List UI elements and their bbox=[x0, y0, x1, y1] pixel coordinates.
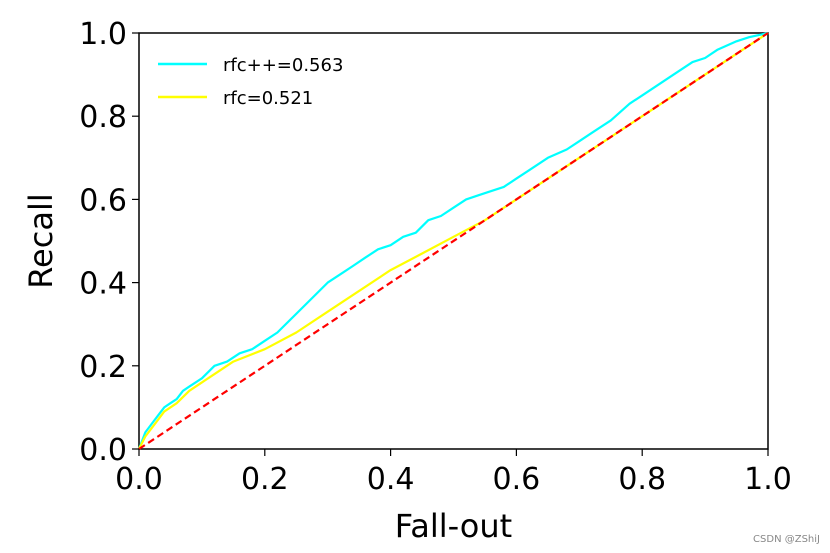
x-tick-label: 0.0 bbox=[115, 462, 163, 497]
x-tick-label: 0.4 bbox=[367, 462, 415, 497]
y-axis-ticks: 0.0 0.2 0.4 0.6 0.8 1.0 bbox=[79, 17, 139, 468]
legend-label-0: rfc++=0.563 bbox=[223, 55, 343, 76]
x-tick-label: 0.2 bbox=[241, 462, 289, 497]
y-tick-label: 0.2 bbox=[79, 350, 127, 385]
x-axis-label: Fall-out bbox=[395, 507, 512, 545]
series-line-2 bbox=[138, 32, 769, 450]
legend-label-1: rfc=0.521 bbox=[223, 88, 313, 109]
y-tick-label: 1.0 bbox=[79, 17, 127, 52]
watermark: CSDN @ZShiJ bbox=[753, 534, 820, 545]
y-tick-label: 0.0 bbox=[79, 433, 127, 468]
x-tick-label: 0.8 bbox=[618, 462, 666, 497]
x-tick-label: 0.6 bbox=[493, 462, 541, 497]
y-tick-label: 0.4 bbox=[79, 267, 127, 302]
plot-area: 0.0 0.2 0.4 0.6 0.8 1.0 0.0 0.2 0.4 0.6 0.8 1.0 bbox=[79, 17, 792, 497]
series-layer bbox=[137, 31, 769, 450]
y-tick-label: 0.8 bbox=[79, 100, 127, 135]
x-tick-label: 1.0 bbox=[744, 462, 792, 497]
legend: rfc++=0.563 rfc=0.521 bbox=[158, 55, 343, 109]
x-axis-ticks: 0.0 0.2 0.4 0.6 0.8 1.0 bbox=[115, 449, 792, 497]
series-line-0 bbox=[137, 31, 769, 450]
series-line-1 bbox=[138, 32, 769, 450]
y-tick-label: 0.6 bbox=[79, 183, 127, 218]
y-axis-label: Recall bbox=[22, 193, 60, 288]
